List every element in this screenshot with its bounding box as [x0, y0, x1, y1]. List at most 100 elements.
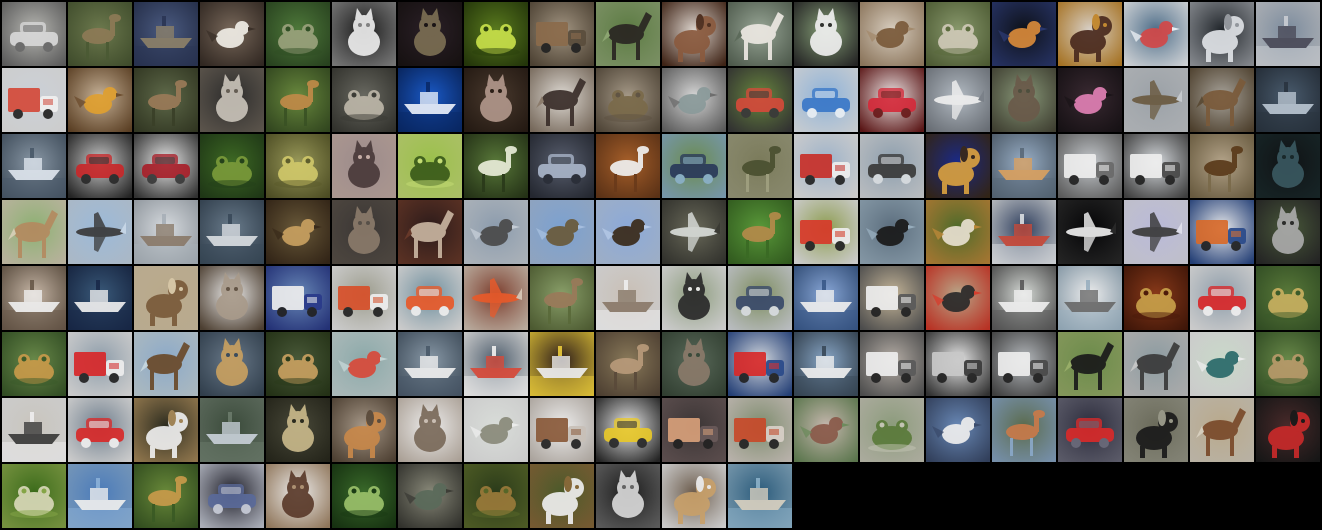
truck-icon: [68, 332, 132, 396]
deer-icon: [596, 134, 660, 198]
truck-icon: [266, 266, 330, 330]
thumbnail-truck: [68, 332, 132, 396]
frog-icon: [332, 68, 396, 132]
thumbnail-dog: [926, 134, 990, 198]
thumbnail-bird: [464, 398, 528, 462]
thumbnail-ship: [68, 464, 132, 528]
thumbnail-truck: [530, 2, 594, 66]
ship-icon: [464, 332, 528, 396]
frog-icon: [860, 398, 924, 462]
car-icon: [596, 398, 660, 462]
car-icon: [68, 398, 132, 462]
thumbnail-bird: [860, 2, 924, 66]
thumbnail-ship: [398, 68, 462, 132]
bird-icon: [992, 2, 1056, 66]
truck-icon: [530, 398, 594, 462]
thumbnail-car: [728, 68, 792, 132]
thumbnail-ship: [2, 398, 66, 462]
cat-icon: [266, 398, 330, 462]
cat-icon: [200, 332, 264, 396]
thumbnail-deer: [596, 332, 660, 396]
frog-icon: [200, 134, 264, 198]
thumbnail-frog: [2, 464, 66, 528]
frog-icon: [926, 2, 990, 66]
thumbnail-deer: [134, 68, 198, 132]
thumbnail-cat: [332, 2, 396, 66]
truck-icon: [1058, 134, 1122, 198]
horse-icon: [2, 200, 66, 264]
truck-icon: [794, 134, 858, 198]
thumbnail-truck: [530, 398, 594, 462]
cat-icon: [1256, 134, 1320, 198]
thumbnail-airplane: [464, 266, 528, 330]
thumbnail-frog: [2, 332, 66, 396]
car-icon: [2, 2, 66, 66]
horse-icon: [1058, 332, 1122, 396]
bird-icon: [266, 200, 330, 264]
thumbnail-deer: [992, 398, 1056, 462]
cat-icon: [200, 266, 264, 330]
deer-icon: [134, 68, 198, 132]
thumbnail-cat: [200, 332, 264, 396]
ship-icon: [134, 2, 198, 66]
cat-icon: [596, 464, 660, 528]
cat-icon: [200, 68, 264, 132]
deer-icon: [992, 398, 1056, 462]
thumbnail-deer: [530, 266, 594, 330]
thumbnail-frog: [464, 464, 528, 528]
cat-icon: [1256, 200, 1320, 264]
thumbnail-truck: [728, 398, 792, 462]
thumbnail-ship: [2, 266, 66, 330]
frog-icon: [1256, 332, 1320, 396]
thumbnail-car: [596, 398, 660, 462]
truck-icon: [662, 398, 726, 462]
thumbnail-bird: [926, 200, 990, 264]
thumbnail-cat: [992, 68, 1056, 132]
thumbnail-ship: [200, 200, 264, 264]
thumbnail-deer: [1190, 134, 1254, 198]
truck-icon: [728, 398, 792, 462]
bird-icon: [794, 398, 858, 462]
thumbnail-bird: [662, 68, 726, 132]
deer-icon: [596, 332, 660, 396]
cat-icon: [794, 2, 858, 66]
ship-icon: [200, 200, 264, 264]
thumbnail-ship: [200, 398, 264, 462]
thumbnail-truck: [926, 332, 990, 396]
thumbnail-cat: [266, 398, 330, 462]
thumbnail-ship: [398, 332, 462, 396]
thumbnail-deer: [596, 134, 660, 198]
thumbnail-cat: [398, 2, 462, 66]
bird-icon: [332, 332, 396, 396]
bird-icon: [860, 2, 924, 66]
bird-icon: [1190, 332, 1254, 396]
frog-icon: [464, 2, 528, 66]
thumbnail-horse: [1124, 332, 1188, 396]
deer-icon: [728, 134, 792, 198]
dog-icon: [1124, 398, 1188, 462]
thumbnail-horse: [1058, 332, 1122, 396]
thumbnail-airplane: [68, 200, 132, 264]
truck-icon: [728, 332, 792, 396]
thumbnail-ship: [596, 266, 660, 330]
car-icon: [662, 134, 726, 198]
ship-icon: [398, 332, 462, 396]
thumbnail-cat: [398, 398, 462, 462]
thumbnail-cat: [596, 464, 660, 528]
thumbnail-bird: [530, 200, 594, 264]
dog-icon: [530, 464, 594, 528]
ship-icon: [1256, 68, 1320, 132]
thumbnail-frog: [464, 2, 528, 66]
thumbnail-bird: [860, 200, 924, 264]
cat-icon: [992, 68, 1056, 132]
thumbnail-cat: [332, 200, 396, 264]
thumbnail-cat: [332, 134, 396, 198]
thumbnail-horse: [1190, 68, 1254, 132]
bird-icon: [464, 200, 528, 264]
thumbnail-car: [662, 134, 726, 198]
thumbnail-car: [398, 266, 462, 330]
thumbnail-car: [860, 68, 924, 132]
bird-icon: [1124, 2, 1188, 66]
thumbnail-car: [1058, 398, 1122, 462]
ship-icon: [1256, 2, 1320, 66]
